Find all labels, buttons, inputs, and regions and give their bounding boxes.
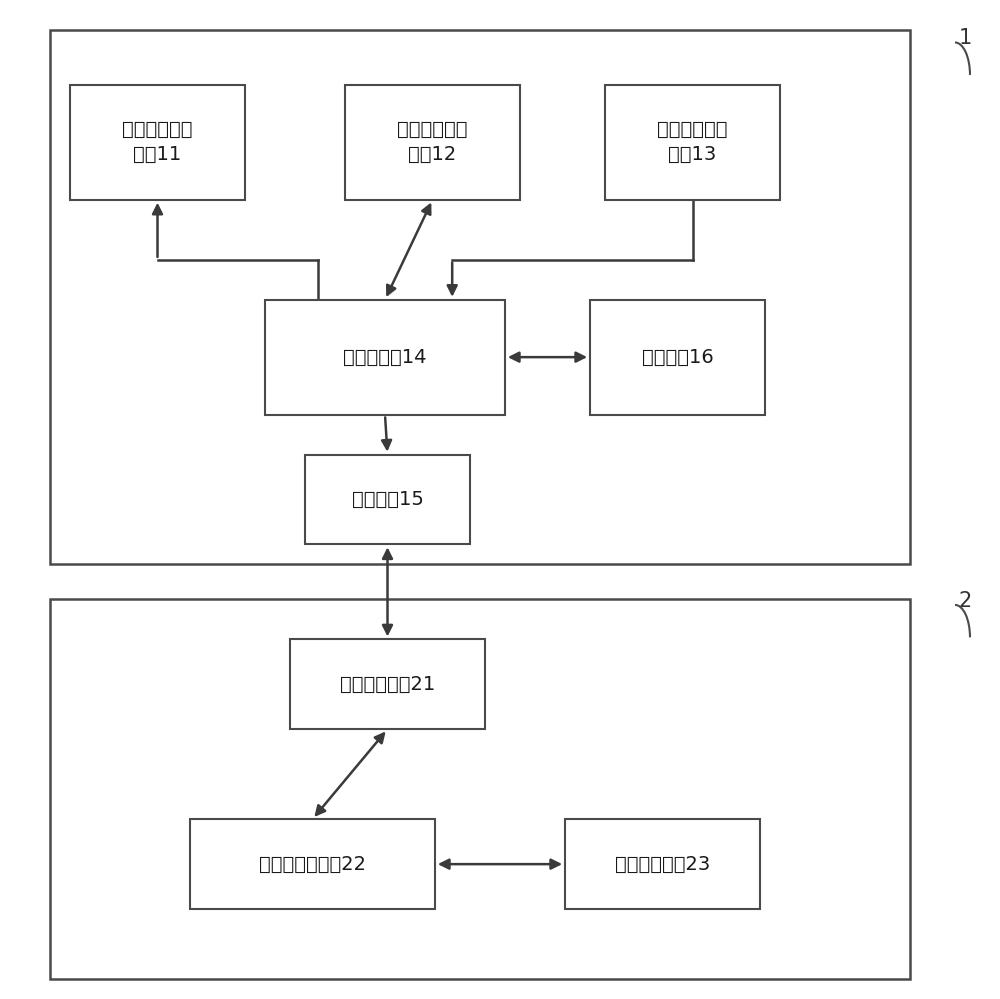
Text: 压力信息收集
模块13: 压力信息收集 模块13 <box>657 120 728 165</box>
Bar <box>265 300 505 415</box>
Text: 2: 2 <box>958 591 972 611</box>
Bar <box>50 30 910 564</box>
Bar <box>290 639 485 729</box>
Bar <box>590 300 765 415</box>
Bar <box>565 819 760 909</box>
Text: 服务器控制模块22: 服务器控制模块22 <box>259 854 366 874</box>
Text: 第一通信模块21: 第一通信模块21 <box>340 674 435 694</box>
Text: 运动信息收集
模块11: 运动信息收集 模块11 <box>122 120 193 165</box>
Text: 体温信息收集
模块12: 体温信息收集 模块12 <box>397 120 468 165</box>
Bar <box>50 599 910 979</box>
Text: 1: 1 <box>958 28 972 48</box>
Text: 通信模块15: 通信模块15 <box>352 490 423 509</box>
Bar <box>305 455 470 544</box>
Bar <box>190 819 435 909</box>
Bar <box>70 85 245 200</box>
Text: 手环控制器14: 手环控制器14 <box>343 348 427 367</box>
Bar <box>345 85 520 200</box>
Text: 第一存储模块23: 第一存储模块23 <box>615 854 710 874</box>
Text: 存储模块16: 存储模块16 <box>642 348 713 367</box>
Bar <box>605 85 780 200</box>
